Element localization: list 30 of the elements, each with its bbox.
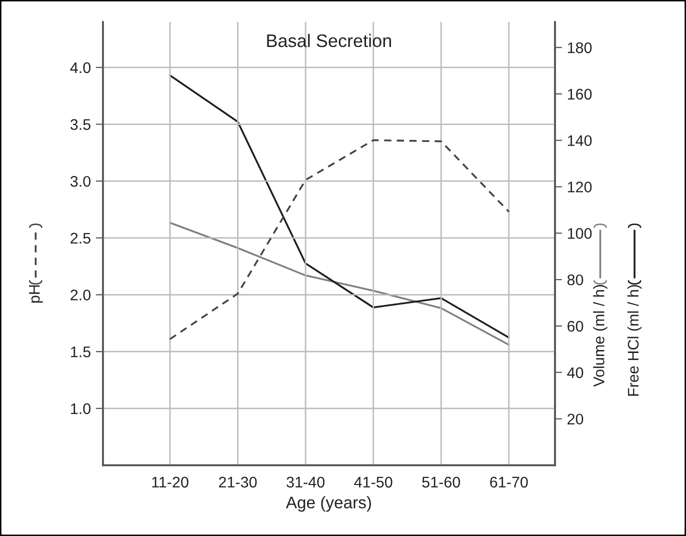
y2-tick-label: 180 — [568, 42, 592, 54]
y2-tick-label: 60 — [568, 320, 584, 332]
y-tick-label: 2.5 — [70, 232, 90, 244]
y-tick-label: 3.0 — [70, 176, 90, 187]
text: Basal Secretion — [267, 34, 391, 48]
line-series — [169, 74, 510, 339]
legend-label: Free HCl (ml / h) — [627, 285, 642, 396]
y2-tick-label: 160 — [568, 88, 592, 100]
y-tick-label: 4.0 — [70, 62, 90, 74]
y2-tick-label: 80 — [567, 274, 584, 286]
legend-label: Volume (ml / h) — [593, 285, 608, 387]
x-tick-label: 21-30 — [219, 476, 257, 488]
y2-tick-label: 100 — [568, 228, 592, 239]
y-tick-label: 3.5 — [70, 119, 90, 130]
x-tick-label: 11-20 — [152, 476, 188, 488]
x-tick-label: 31-40 — [286, 476, 324, 488]
legend-label: pH — [29, 285, 43, 303]
y2-tick-label: 20 — [568, 414, 584, 425]
line-series — [169, 139, 510, 340]
x-tick-label: 41-50 — [354, 476, 392, 488]
x-tick-label: 51-60 — [422, 476, 460, 488]
y-tick-label: 2.0 — [70, 290, 90, 300]
line-series — [169, 222, 510, 346]
x-axis-title: Age (years) — [286, 496, 371, 512]
y2-tick-label: 40 — [567, 367, 584, 378]
x-tick-label: 61-70 — [490, 476, 528, 488]
y-tick-label: 1.0 — [71, 403, 90, 414]
y2-tick-label: 140 — [568, 135, 592, 146]
y-tick-label: 1.5 — [71, 346, 90, 358]
y2-tick-label: 120 — [568, 182, 592, 192]
